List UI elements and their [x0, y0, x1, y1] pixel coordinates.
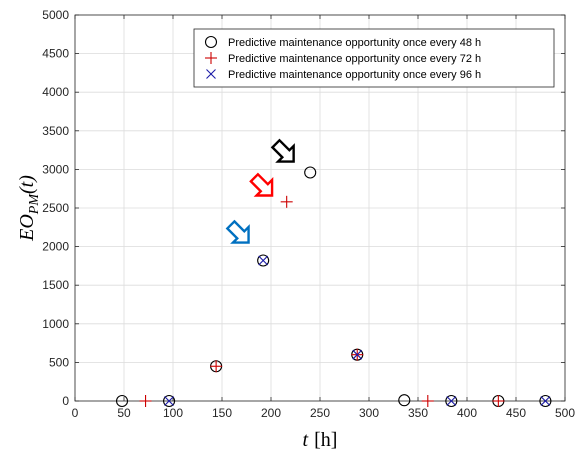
data-point-series-2	[210, 360, 223, 373]
y-axis-label: EOPM(t)	[16, 175, 42, 242]
x-axis-label-main: t	[303, 429, 309, 451]
x-tick-label: 250	[310, 406, 330, 420]
annotation-arrow-3	[225, 219, 250, 244]
y-axis: 0 500 1000 1500 2000 2500 3000 3500 4000 4500 5000	[42, 8, 565, 408]
x-tick-label: 300	[359, 406, 379, 420]
legend: Predictive maintenance opportunity once …	[193, 28, 555, 88]
data-point-series-1	[257, 254, 270, 267]
y-tick-label: 5000	[42, 8, 69, 22]
legend-entry-3: Predictive maintenance opportunity once …	[228, 69, 481, 81]
data-point-series-2	[492, 395, 505, 407]
data-point-series-1	[163, 394, 176, 408]
x-axis: 0 50 100 150 200 250 300 350 400 450 500	[72, 15, 575, 420]
y-tick-label: 4500	[42, 47, 69, 61]
data-point-series-1	[445, 394, 458, 408]
y-tick-label: 1500	[42, 278, 69, 292]
y-tick-label: 1000	[42, 317, 69, 331]
data-point-series-1	[398, 394, 411, 407]
data-point-series-2	[280, 195, 293, 208]
legend-entry-2: Predictive maintenance opportunity once …	[228, 53, 481, 65]
data-point-series-3	[352, 349, 363, 360]
x-tick-label: 150	[212, 406, 232, 420]
data-point-series-1	[115, 394, 129, 408]
x-tick-label: 400	[457, 406, 477, 420]
y-axis-label-sub: PM	[27, 193, 42, 216]
y-tick-label: 0	[62, 394, 69, 408]
legend-entry-1: Predictive maintenance opportunity once …	[228, 37, 481, 49]
x-tick-label: 450	[506, 406, 526, 420]
data-point-series-3	[258, 255, 269, 266]
data-point-series-1	[539, 394, 552, 408]
legend-marker-3	[206, 69, 216, 79]
y-tick-label: 3000	[42, 162, 69, 176]
x-tick-label: 350	[408, 406, 428, 420]
x-axis-label-unit: [h]	[314, 429, 337, 451]
legend-box	[193, 28, 555, 88]
data-point-series-2	[139, 395, 152, 407]
y-tick-label: 4000	[42, 85, 69, 99]
y-tick-label: 500	[49, 355, 69, 369]
data-series	[115, 166, 552, 408]
legend-marker-2	[205, 52, 217, 64]
annotation-arrows	[225, 138, 295, 244]
x-tick-label: 200	[261, 406, 281, 420]
legend-marker-1	[204, 35, 218, 49]
annotation-arrow-1	[270, 138, 295, 163]
x-tick-label: 100	[163, 406, 183, 420]
y-axis-label-tail: (t)	[16, 175, 38, 194]
data-point-series-3	[164, 396, 174, 406]
y-tick-label: 2000	[42, 240, 69, 254]
x-axis-label: t [h]	[303, 429, 338, 451]
annotation-arrow-2	[249, 172, 274, 197]
x-tick-label: 0	[72, 406, 79, 420]
data-point-series-2	[421, 395, 434, 407]
data-point-series-1	[304, 166, 317, 179]
y-tick-label: 2500	[42, 201, 69, 215]
x-tick-label: 50	[117, 406, 131, 420]
y-tick-label: 3500	[42, 124, 69, 138]
data-point-series-3	[540, 396, 551, 406]
y-axis-label-main: EO	[16, 214, 38, 242]
data-point-series-3	[446, 396, 457, 406]
x-tick-label: 500	[555, 406, 575, 420]
